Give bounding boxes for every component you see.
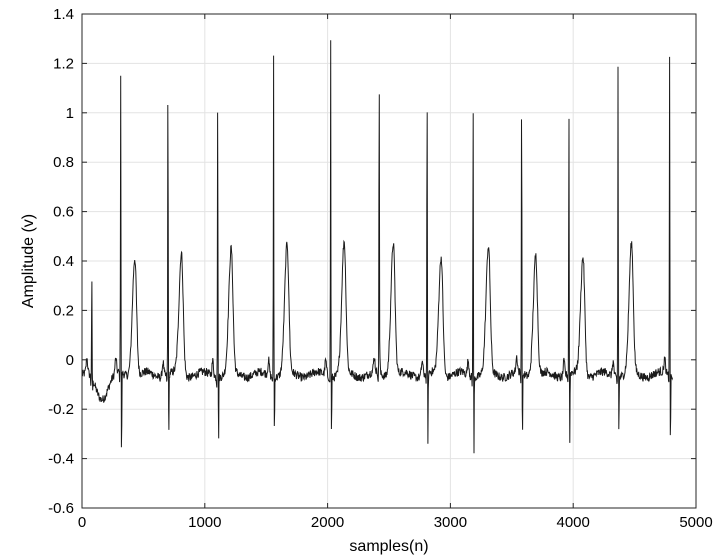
y-tick-label: 0.4	[53, 253, 74, 270]
x-tick-label: 5000	[679, 514, 712, 531]
y-tick-label: 1.4	[53, 6, 74, 23]
y-tick-label: -0.6	[48, 500, 74, 517]
axis-ticks	[81, 13, 697, 509]
y-tick-label: 1.2	[53, 55, 74, 72]
x-tick-labels: 0 1000 2000 3000 4000 5000	[78, 514, 713, 531]
y-tick-label: 0.8	[53, 154, 74, 171]
x-tick-label: 3000	[434, 514, 467, 531]
x-tick-label: 2000	[311, 514, 344, 531]
y-tick-label: 0	[66, 352, 74, 369]
x-axis-label: samples(n)	[349, 538, 428, 555]
x-tick-label: 0	[78, 514, 86, 531]
y-tick-label: 1	[66, 105, 74, 122]
y-tick-labels: -0.6 -0.4 -0.2 0 0.2 0.4 0.6 0.8 1 1.2 1.4	[48, 6, 74, 517]
y-tick-label: 0.6	[53, 204, 74, 221]
x-tick-label: 1000	[188, 514, 221, 531]
y-tick-label: 0.2	[53, 302, 74, 319]
y-axis-label: Amplitude (v)	[20, 214, 37, 308]
x-tick-label: 4000	[557, 514, 590, 531]
y-tick-label: -0.4	[48, 451, 74, 468]
y-tick-label: -0.2	[48, 401, 74, 418]
ecg-signal-line	[82, 40, 673, 454]
